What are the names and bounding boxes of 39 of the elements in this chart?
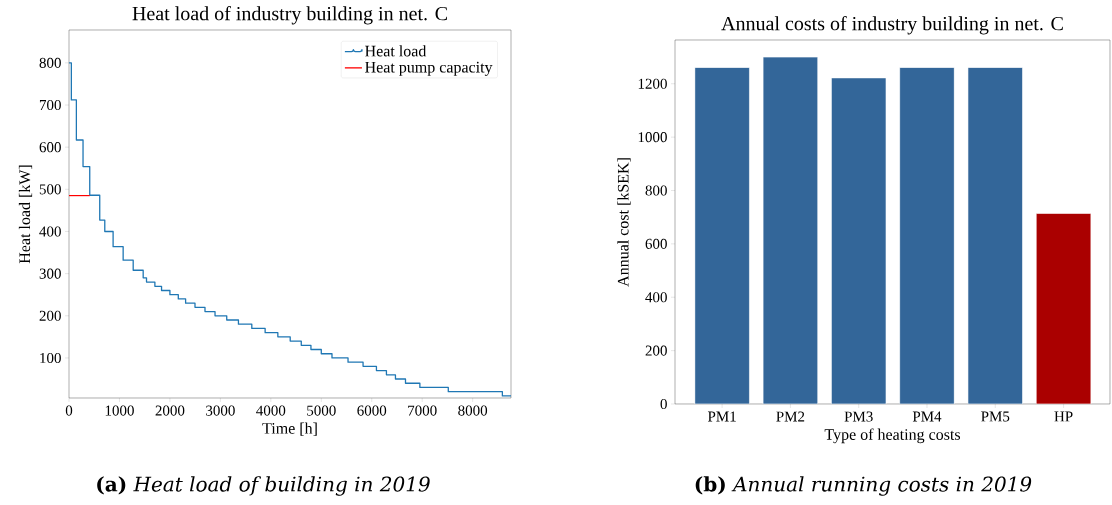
x-tick-label: 1000 [105,405,134,416]
legend-label: Heat pump capacity [365,61,493,76]
x-tick-label: 2000 [155,405,185,416]
x-tick-label: PM4 [912,411,942,422]
x-tick-label: PM2 [776,411,805,422]
x-tick-label: 4000 [256,405,286,416]
y-tick-label: 100 [40,352,61,363]
x-tick-label: HP [1054,411,1073,422]
y-axis-title: Annual cost [kSEK] [617,158,631,287]
x-tick-label: 8000 [458,405,488,416]
y-tick-label: 800 [645,185,667,196]
y-tick-label: 200 [645,345,667,356]
x-tick-label: PM5 [981,411,1010,422]
x-tick-label: PM1 [707,411,736,422]
x-tick-label: 3000 [206,405,235,416]
x-tick-label: 5000 [307,405,336,416]
y-tick-label: 400 [645,292,667,303]
y-tick-label: 700 [39,99,61,111]
y-tick-label: 400 [39,226,61,237]
chart-title: Heat load of industry building in net. C [132,6,447,25]
text: (b) Annual running costs in 2019 [695,476,1032,496]
y-tick-label: 1000 [638,132,667,143]
chart-title: Annual costs of industry building in net. C [721,16,1063,35]
y-tick-label: 600 [645,238,667,249]
y-axis-title: Heat load [kW] [18,165,33,264]
x-tick-label: 0 [65,405,73,416]
y-tick-label: 300 [39,268,61,279]
x-axis-title: Time [h] [262,422,317,436]
y-tick-label: 500 [39,184,61,195]
y-tick-label: 800 [39,57,61,68]
x-tick-label: 6000 [357,405,387,416]
y-tick-label: 200 [39,310,61,321]
y-tick-label: 600 [39,142,61,153]
x-tick-label: 7000 [408,405,437,416]
text: (a) Heat load of building in 2019 [97,476,430,496]
x-tick-label: PM3 [844,411,873,422]
x-axis-title: Type of heating costs [824,428,961,444]
y-tick-label: 1200 [638,78,667,89]
legend-label: Heat load [365,45,427,57]
